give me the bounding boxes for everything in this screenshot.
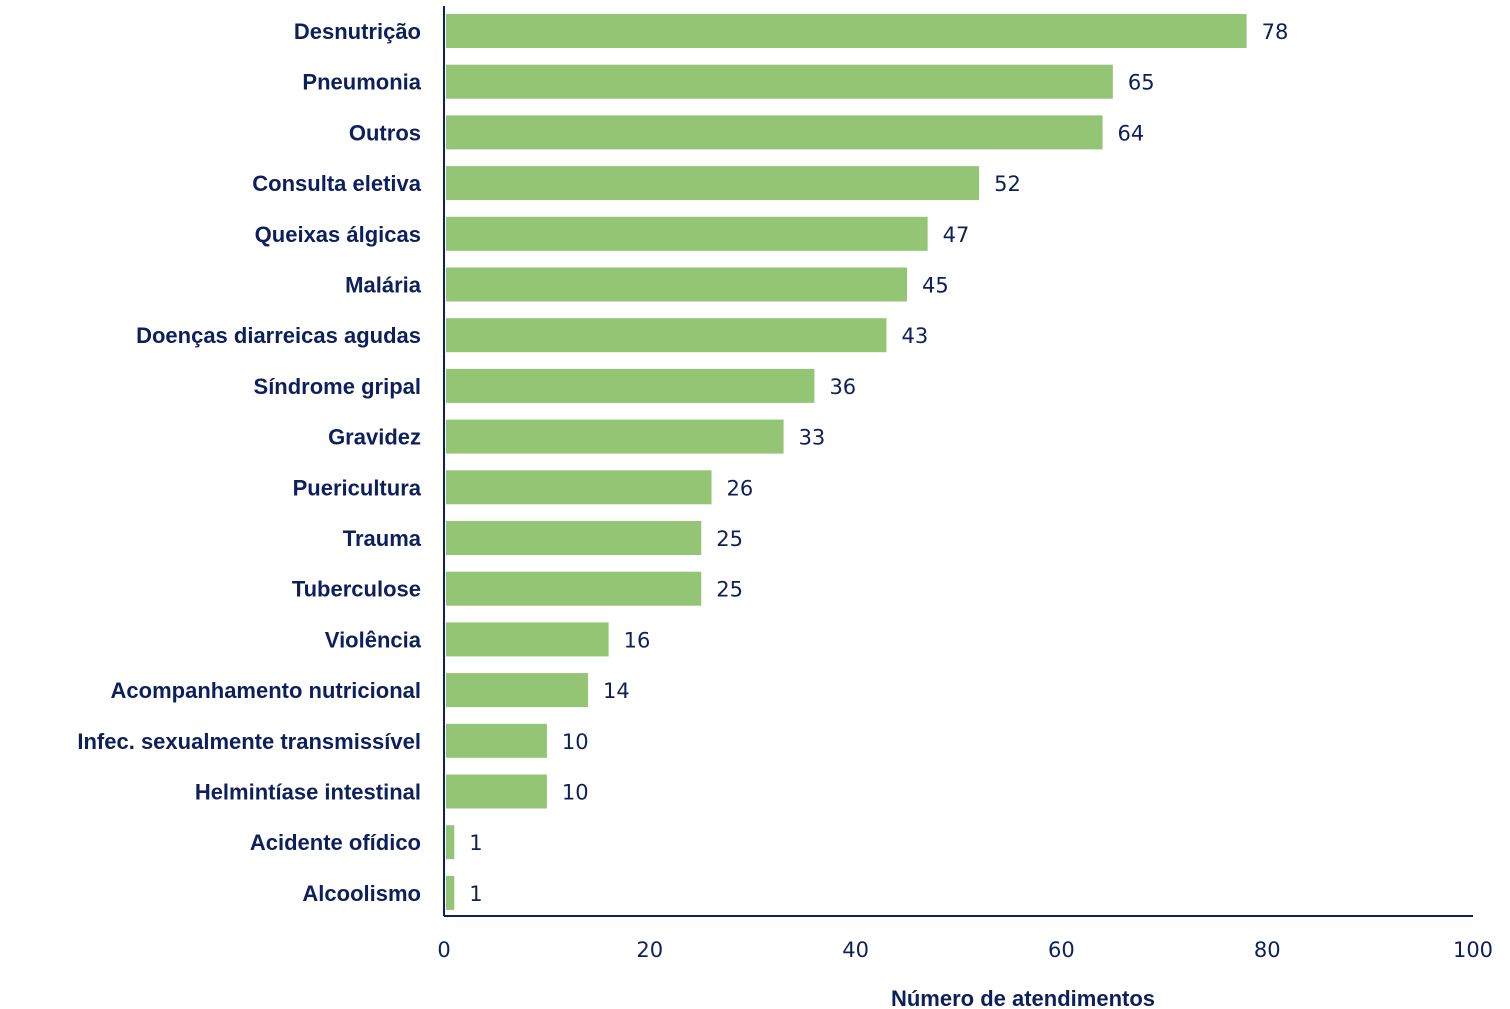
category-label: Malária <box>345 273 422 298</box>
category-label: Helmintíase intestinal <box>195 780 421 805</box>
category-label: Pneumonia <box>302 70 421 95</box>
bar <box>446 216 928 251</box>
bar <box>446 166 980 201</box>
value-label: 14 <box>603 679 630 703</box>
value-label: 45 <box>922 274 949 298</box>
bar <box>446 622 609 657</box>
category-label: Desnutrição <box>294 19 421 44</box>
value-label: 47 <box>943 223 970 247</box>
x-tick-label: 40 <box>842 938 869 962</box>
bar <box>446 470 712 505</box>
category-label: Alcoolismo <box>302 881 421 906</box>
bar <box>446 64 1113 99</box>
category-label: Acidente ofídico <box>250 830 421 855</box>
x-tick-label: 100 <box>1453 938 1493 962</box>
value-labels-group: 78 65 64 52 47 45 43 36 33 26 25 25 16 14 10 10 1 1 <box>469 20 1288 906</box>
value-label: 65 <box>1128 71 1155 95</box>
category-label: Infec. sexualmente transmissível <box>77 729 421 754</box>
bar <box>446 825 455 860</box>
value-label: 1 <box>469 882 482 906</box>
bar <box>446 267 908 302</box>
value-label: 33 <box>799 426 826 450</box>
value-label: 64 <box>1118 121 1145 145</box>
category-label: Síndrome gripal <box>254 374 421 399</box>
x-axis-title: Número de atendimentos <box>891 986 1155 1009</box>
category-label: Trauma <box>343 526 422 551</box>
category-label: Consulta eletiva <box>252 171 421 196</box>
value-label: 43 <box>901 324 928 348</box>
category-label: Puericultura <box>293 475 422 500</box>
x-tick-labels-group: 0 20 40 60 80 100 <box>437 938 1493 962</box>
value-label: 78 <box>1262 20 1289 44</box>
value-label: 1 <box>469 831 482 855</box>
x-tick-label: 20 <box>636 938 663 962</box>
bar <box>446 368 815 403</box>
category-label: Gravidez <box>328 425 421 450</box>
value-label: 16 <box>624 628 651 652</box>
category-label: Violência <box>325 627 422 652</box>
bar <box>446 673 589 708</box>
bar <box>446 419 784 454</box>
bar <box>446 774 547 809</box>
x-tick-label: 80 <box>1254 938 1281 962</box>
bar <box>446 571 702 606</box>
bars-group <box>446 14 1247 910</box>
value-label: 26 <box>727 476 754 500</box>
bar <box>446 318 887 353</box>
value-label: 25 <box>716 527 743 551</box>
category-label: Doenças diarreicas agudas <box>136 323 421 348</box>
category-label: Acompanhamento nutricional <box>111 678 421 703</box>
value-label: 25 <box>716 578 743 602</box>
bar <box>446 875 455 910</box>
bar <box>446 521 702 555</box>
x-tick-label: 60 <box>1048 938 1075 962</box>
bar <box>446 14 1247 48</box>
category-label: Tuberculose <box>292 577 421 602</box>
category-labels-group: Desnutrição Pneumonia Outros Consulta eleti… <box>77 19 421 906</box>
x-tick-label: 0 <box>437 938 450 962</box>
value-label: 10 <box>562 781 589 805</box>
value-label: 36 <box>829 375 856 399</box>
category-label: Queixas álgicas <box>255 222 421 247</box>
value-label: 52 <box>994 172 1021 196</box>
bar <box>446 115 1103 150</box>
value-label: 10 <box>562 730 589 754</box>
category-label: Outros <box>349 120 421 145</box>
bar <box>446 723 547 758</box>
